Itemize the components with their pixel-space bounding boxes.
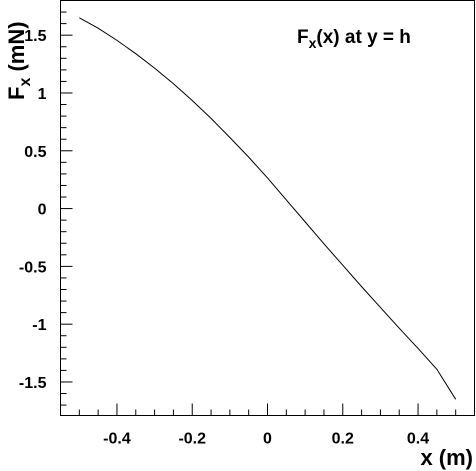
y-tick-label: 1 bbox=[38, 86, 47, 103]
y-tick-label: 0.5 bbox=[24, 144, 46, 161]
y-axis-title-main: F bbox=[4, 87, 29, 100]
y-tick-label: -0.5 bbox=[19, 259, 47, 276]
x-axis-title: x (m) bbox=[420, 445, 473, 470]
y-tick-label: 0 bbox=[38, 202, 47, 219]
y-tick-label: 1.5 bbox=[24, 28, 46, 45]
x-tick-label: -0.2 bbox=[178, 431, 206, 448]
x-tick-label: 0.4 bbox=[407, 431, 429, 448]
y-axis-title-sub: x bbox=[17, 78, 34, 87]
annotation: Fx(x) at y = h bbox=[297, 27, 411, 51]
x-tick-label: 0 bbox=[263, 431, 272, 448]
annotation-rest: (x) at y = h bbox=[316, 27, 411, 48]
y-tick-label: -1.5 bbox=[19, 375, 47, 392]
series-line bbox=[79, 17, 457, 400]
axis-ticks bbox=[60, 0, 475, 416]
annotation-sub: x bbox=[309, 35, 317, 51]
tick-labels: -0.4 -0.2 0 0.2 0.4 -1.5 -1 -0.5 0 0.5 1 1.5 bbox=[19, 28, 429, 447]
x-tick-label: -0.4 bbox=[103, 431, 131, 448]
y-axis-title: Fx (mN) bbox=[4, 21, 34, 100]
plot-frame bbox=[60, 0, 475, 416]
annotation-main: F bbox=[297, 27, 309, 48]
y-tick-label: -1 bbox=[32, 317, 46, 334]
y-axis-title-rest: (mN) bbox=[4, 21, 29, 77]
x-tick-label: 0.2 bbox=[332, 431, 354, 448]
